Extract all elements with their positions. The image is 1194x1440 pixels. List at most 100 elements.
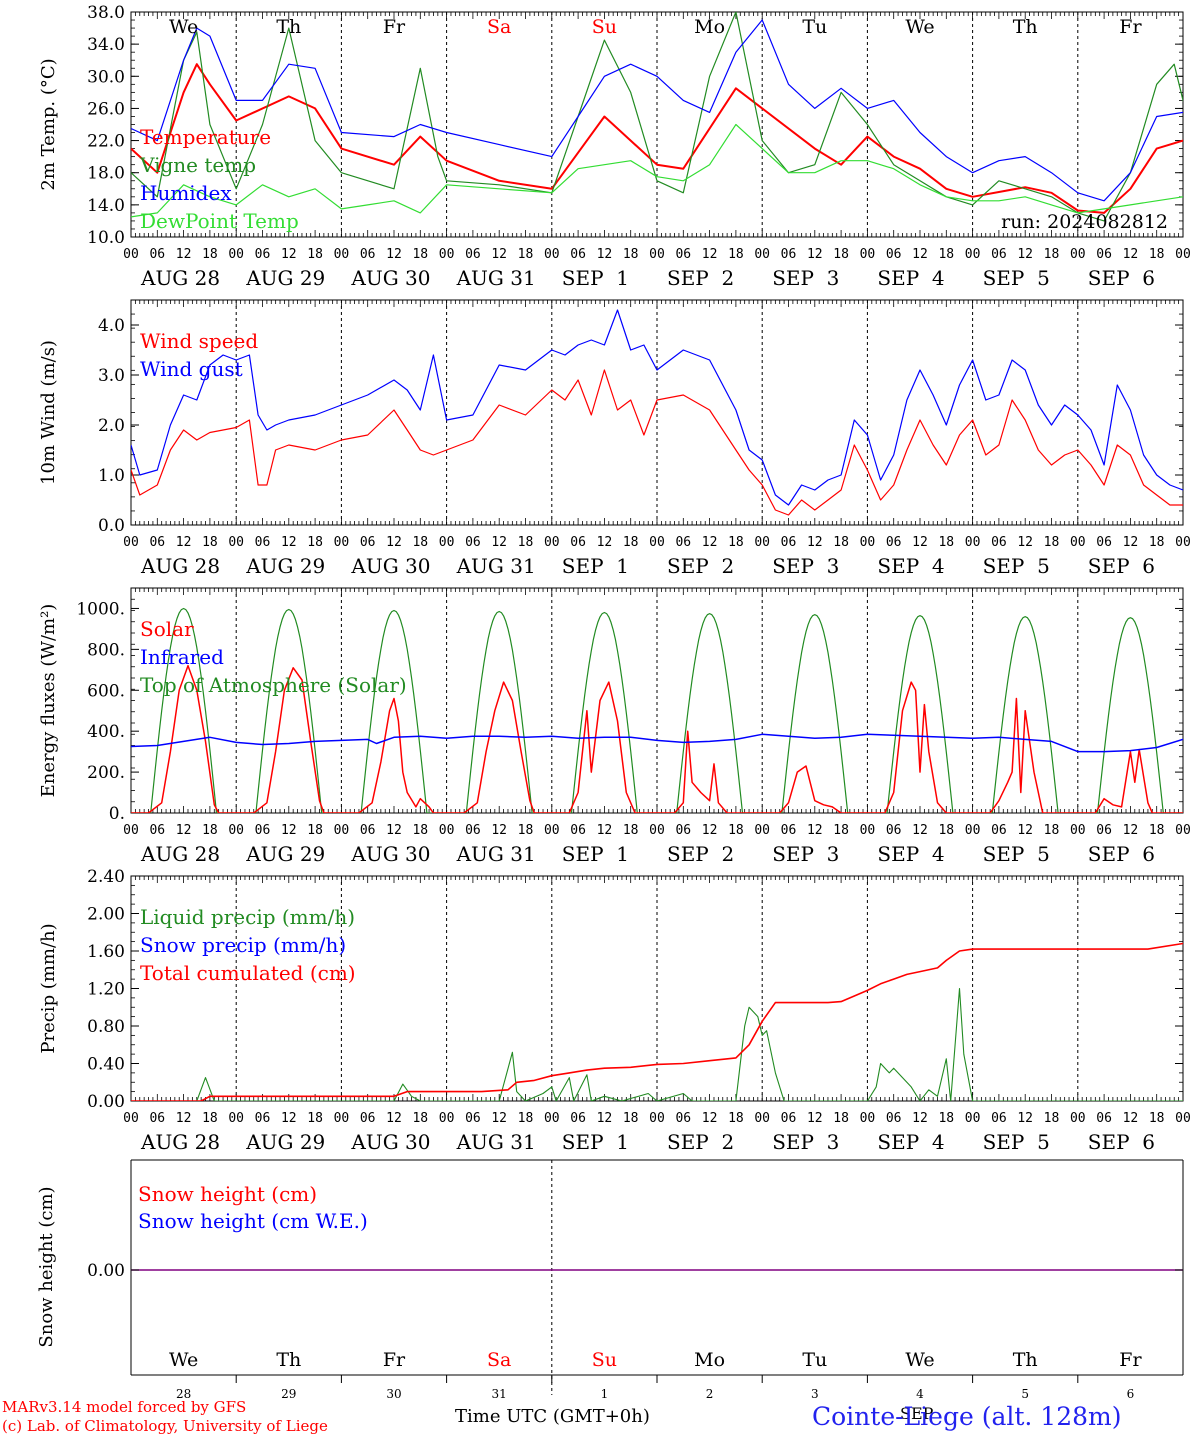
- weekday-label: Fr: [1119, 1349, 1142, 1371]
- hour-tick-label: 00: [544, 535, 560, 550]
- weekday-label: Fr: [383, 16, 406, 38]
- date-label: SEP 6: [1088, 266, 1155, 290]
- hour-tick-label: 12: [1123, 1111, 1139, 1126]
- hour-tick-label: 00: [439, 823, 455, 838]
- hour-tick-label: 12: [702, 535, 718, 550]
- date-label: AUG 28: [140, 266, 220, 290]
- date-label: AUG 30: [350, 554, 430, 578]
- hour-tick-label: 06: [781, 823, 797, 838]
- time-axis-label: Time UTC (GMT+0h): [455, 1406, 650, 1427]
- weekday-label: We: [905, 16, 934, 38]
- hour-tick-label: 18: [202, 1111, 218, 1126]
- hour-tick-label: 18: [1044, 1111, 1060, 1126]
- hour-tick-label: 00: [228, 1111, 244, 1126]
- hour-tick-label: 06: [781, 1111, 797, 1126]
- hour-tick-label: 00: [649, 247, 665, 262]
- hour-tick-label: 00: [123, 1111, 139, 1126]
- y-tick-label: 26.0: [87, 99, 125, 119]
- date-label: AUG 31: [456, 842, 536, 866]
- hour-tick-label: 18: [307, 247, 323, 262]
- hour-tick-label: 12: [281, 535, 297, 550]
- weekday-label: Th: [1013, 16, 1038, 38]
- date-label: SEP 3: [772, 554, 839, 578]
- hour-tick-label: 00: [123, 823, 139, 838]
- weekday-label: Th: [276, 16, 301, 38]
- hour-tick-label: 00: [860, 247, 876, 262]
- weekday-label: Fr: [383, 1349, 406, 1371]
- hour-tick-label: 00: [860, 1111, 876, 1126]
- hour-tick-label: 00: [965, 247, 981, 262]
- date-label: SEP 3: [772, 1130, 839, 1154]
- day-number-label: 29: [281, 1387, 296, 1401]
- date-label: AUG 28: [140, 1130, 220, 1154]
- hour-tick-label: 18: [833, 823, 849, 838]
- hour-tick-label: 12: [912, 1111, 928, 1126]
- date-label: SEP 5: [983, 1130, 1050, 1154]
- hour-tick-label: 00: [965, 823, 981, 838]
- hour-tick-label: 06: [991, 823, 1007, 838]
- hour-tick-label: 06: [465, 1111, 481, 1126]
- hour-tick-label: 12: [597, 1111, 613, 1126]
- series-line-infrared: [131, 733, 1183, 753]
- y-tick-label: 800.: [87, 640, 125, 660]
- hour-tick-label: 12: [1017, 1111, 1033, 1126]
- hour-tick-label: 00: [1070, 823, 1086, 838]
- y-axis-label: 10m Wind (m/s): [38, 340, 59, 485]
- y-tick-label: 1.0: [98, 466, 125, 486]
- hour-tick-label: 00: [228, 247, 244, 262]
- hour-tick-label: 06: [1096, 247, 1112, 262]
- hour-tick-label: 06: [1096, 1111, 1112, 1126]
- hour-tick-label: 06: [886, 1111, 902, 1126]
- hour-tick-label: 12: [1017, 535, 1033, 550]
- legend-entry: Humidex: [140, 181, 232, 205]
- hour-tick-label: 00: [544, 1111, 560, 1126]
- date-label: AUG 30: [350, 266, 430, 290]
- hour-tick-label: 12: [807, 247, 823, 262]
- date-label: AUG 30: [350, 842, 430, 866]
- y-axis-label: Precip (mm/h): [38, 923, 59, 1053]
- weekday-label: Sa: [487, 1349, 511, 1371]
- hour-tick-label: 00: [1175, 247, 1191, 262]
- y-tick-label: 600.: [87, 681, 125, 701]
- date-label: SEP 1: [562, 266, 629, 290]
- hour-tick-label: 12: [912, 823, 928, 838]
- hour-tick-label: 12: [176, 247, 192, 262]
- legend-entry: Snow precip (mm/h): [140, 933, 346, 957]
- hour-tick-label: 06: [255, 823, 271, 838]
- y-tick-label: 1.20: [87, 980, 125, 1000]
- run-label: run: 2024082812: [1001, 211, 1168, 233]
- legend-entry: Temperature: [140, 125, 271, 149]
- hour-tick-label: 12: [176, 535, 192, 550]
- legend-entry: Wind speed: [140, 329, 258, 353]
- hour-tick-label: 18: [412, 823, 428, 838]
- hour-tick-label: 12: [597, 247, 613, 262]
- y-tick-label: 1.60: [87, 942, 125, 962]
- hour-tick-label: 12: [1017, 823, 1033, 838]
- hour-tick-label: 12: [807, 823, 823, 838]
- weekday-label: We: [169, 1349, 198, 1371]
- hour-tick-label: 18: [1044, 823, 1060, 838]
- hour-tick-label: 00: [439, 535, 455, 550]
- hour-tick-label: 12: [386, 823, 402, 838]
- hour-tick-label: 18: [202, 823, 218, 838]
- hour-tick-label: 00: [439, 1111, 455, 1126]
- hour-tick-label: 00: [860, 535, 876, 550]
- hour-tick-label: 18: [518, 1111, 534, 1126]
- date-label: SEP 2: [667, 842, 734, 866]
- y-tick-label: 0.80: [87, 1017, 125, 1037]
- hour-tick-label: 06: [675, 535, 691, 550]
- hour-tick-label: 18: [728, 535, 744, 550]
- series-line-solar: [131, 664, 1183, 813]
- hour-tick-label: 18: [412, 247, 428, 262]
- weekday-label: Mo: [694, 1349, 725, 1371]
- hour-tick-label: 00: [754, 823, 770, 838]
- hour-tick-label: 12: [281, 823, 297, 838]
- hour-tick-label: 18: [202, 535, 218, 550]
- hour-tick-label: 00: [1175, 823, 1191, 838]
- date-label: SEP 4: [877, 842, 944, 866]
- date-label: AUG 29: [245, 842, 325, 866]
- hour-tick-label: 12: [176, 823, 192, 838]
- hour-tick-label: 06: [1096, 535, 1112, 550]
- hour-tick-label: 00: [334, 247, 350, 262]
